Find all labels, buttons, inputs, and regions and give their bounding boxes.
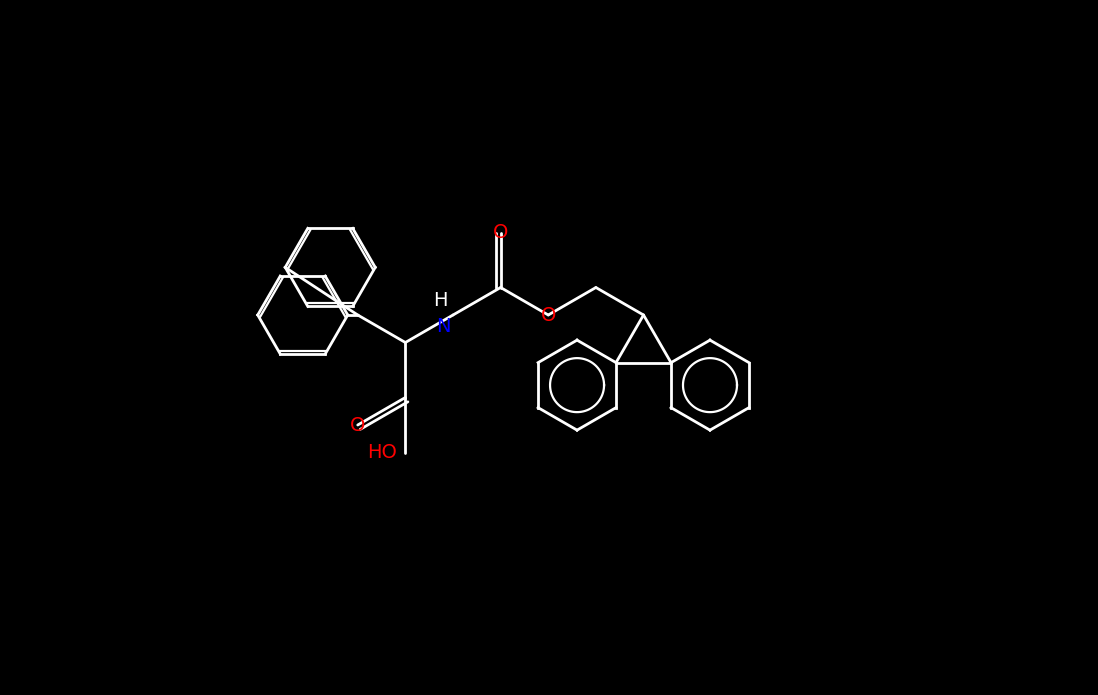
Text: O: O bbox=[493, 223, 508, 242]
Text: O: O bbox=[350, 416, 366, 434]
Text: HO: HO bbox=[368, 443, 397, 462]
Text: O: O bbox=[540, 306, 556, 325]
Text: N: N bbox=[437, 317, 451, 336]
Text: H: H bbox=[434, 291, 448, 310]
